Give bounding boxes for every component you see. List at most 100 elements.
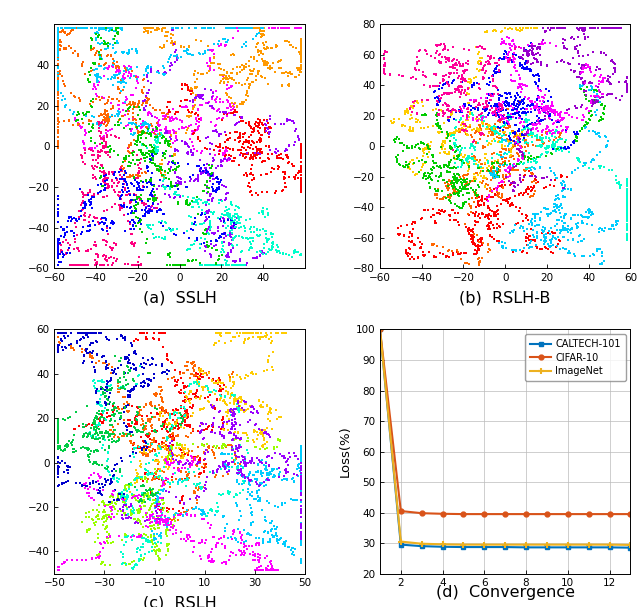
Point (224, 23, 234, 33)
Point (557, 134, 567, 144)
Point (256, 566, 266, 575)
Point (99, 134, 109, 144)
Point (492, 83, 502, 93)
Point (78, 328, 88, 338)
Point (146, 188, 156, 198)
Point (484, 243, 494, 253)
Point (86, 35, 97, 44)
Point (599, 257, 609, 266)
Point (463, 163, 474, 173)
Point (68, 92, 79, 101)
Point (265, 407, 275, 417)
Point (161, 517, 171, 527)
Point (408, 124, 418, 134)
Point (149, 180, 159, 190)
Point (130, 416, 140, 426)
Point (181, 382, 191, 392)
Point (172, 52, 182, 62)
Point (296, 497, 306, 506)
Point (440, 138, 450, 148)
Point (76, 114, 86, 124)
Point (262, 552, 272, 561)
Point (480, 44, 490, 54)
Point (431, 69, 442, 78)
Point (106, 490, 116, 500)
Point (500, 127, 510, 137)
Point (289, 161, 299, 171)
Point (166, 441, 177, 450)
Point (84, 70, 95, 80)
Point (141, 118, 151, 128)
Point (113, 96, 124, 106)
Point (159, 328, 170, 338)
Point (99, 169, 109, 179)
Point (539, 230, 549, 240)
Point (257, 23, 268, 33)
Point (127, 131, 138, 140)
Point (248, 77, 258, 87)
Point (522, 240, 532, 250)
Point (111, 499, 121, 509)
Point (145, 154, 156, 163)
Point (260, 331, 270, 341)
Point (445, 195, 455, 205)
Point (139, 141, 149, 151)
Point (257, 120, 268, 129)
Point (586, 85, 596, 95)
Point (53, 23, 63, 33)
Point (539, 232, 549, 242)
Point (492, 83, 502, 92)
Point (88, 433, 98, 443)
Point (250, 476, 260, 486)
Point (529, 183, 540, 192)
Point (579, 121, 589, 131)
Point (255, 137, 265, 147)
Point (127, 341, 137, 350)
Point (403, 251, 413, 261)
Point (211, 172, 221, 181)
Point (172, 180, 182, 190)
Point (139, 441, 149, 451)
Point (507, 127, 517, 137)
Point (379, 49, 389, 59)
Point (156, 514, 166, 524)
Point (621, 223, 632, 232)
Point (516, 95, 527, 105)
Point (118, 174, 129, 184)
Point (53, 469, 63, 478)
Point (144, 194, 154, 204)
Point (250, 148, 260, 158)
Point (133, 173, 143, 183)
Point (436, 58, 446, 67)
Point (400, 106, 410, 116)
Point (85, 100, 95, 109)
Point (233, 462, 243, 472)
Point (159, 23, 170, 33)
Point (199, 466, 209, 476)
Point (158, 70, 168, 80)
Point (504, 47, 515, 57)
Point (494, 129, 504, 138)
Point (578, 212, 588, 222)
Point (576, 63, 586, 73)
Point (453, 84, 463, 94)
Point (67, 216, 77, 226)
Point (519, 121, 529, 131)
Point (267, 564, 277, 574)
Point (53, 462, 63, 472)
Point (118, 497, 128, 506)
Point (79, 481, 89, 490)
Point (254, 396, 264, 405)
Point (189, 144, 199, 154)
Point (573, 24, 584, 34)
Point (566, 186, 577, 195)
Point (212, 174, 223, 184)
Point (102, 432, 113, 442)
Point (163, 531, 173, 541)
Point (216, 415, 227, 425)
Point (465, 259, 475, 269)
Point (150, 401, 160, 410)
Point (147, 489, 157, 498)
Point (519, 165, 529, 175)
Point (487, 158, 497, 168)
